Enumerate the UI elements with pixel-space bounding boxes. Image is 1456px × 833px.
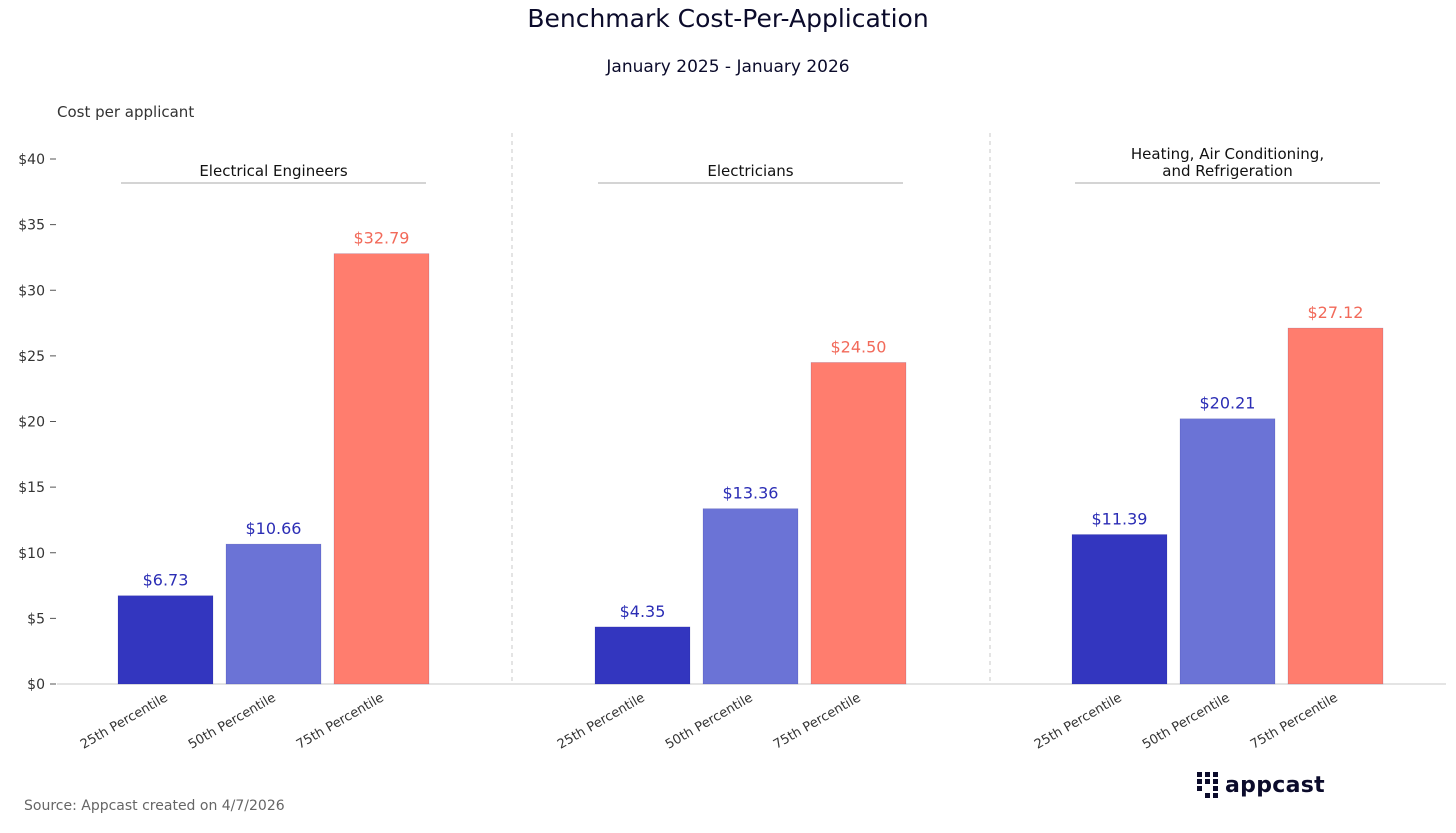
data-label: $24.50 <box>831 337 887 356</box>
group-title: Electricians <box>707 162 793 180</box>
y-tick-label: $30 <box>18 283 45 299</box>
y-axis-label: Cost per applicant <box>57 103 195 121</box>
bar <box>333 253 430 685</box>
y-tick-label: $35 <box>18 218 45 234</box>
y-tick-label: $5 <box>27 611 45 627</box>
x-tick-label: 75th Percentile <box>1248 690 1341 752</box>
bar <box>702 508 799 685</box>
bar <box>117 595 214 685</box>
x-tick-label: 50th Percentile <box>663 690 756 752</box>
x-tick-label: 25th Percentile <box>555 690 648 752</box>
bar <box>594 626 691 685</box>
x-tick-label: 25th Percentile <box>78 690 171 752</box>
appcast-logo: appcast <box>1197 772 1325 798</box>
x-tick-label: 75th Percentile <box>294 690 387 752</box>
y-tick-label: $0 <box>27 677 45 693</box>
x-tick-label: 25th Percentile <box>1032 690 1125 752</box>
bar <box>1071 534 1168 685</box>
data-label: $4.35 <box>620 602 666 621</box>
logo-wordmark: appcast <box>1225 772 1325 798</box>
y-tick-label: $20 <box>18 415 45 431</box>
group-title: Electrical Engineers <box>199 162 348 180</box>
group-title: Heating, Air Conditioning, <box>1131 145 1324 163</box>
data-label: $13.36 <box>723 484 779 503</box>
data-label: $20.21 <box>1200 394 1256 413</box>
y-tick-label: $25 <box>18 349 45 365</box>
bar <box>225 543 322 685</box>
data-label: $11.39 <box>1092 510 1148 529</box>
data-label: $6.73 <box>143 571 189 590</box>
y-tick-label: $10 <box>18 546 45 562</box>
x-tick-label: 50th Percentile <box>186 690 279 752</box>
data-label: $10.66 <box>246 519 302 538</box>
y-tick-label: $40 <box>18 152 45 168</box>
data-label: $27.12 <box>1308 303 1364 322</box>
bar <box>1179 418 1276 685</box>
group-title: and Refrigeration <box>1162 162 1292 180</box>
logo-mark-icon <box>1197 772 1218 798</box>
x-tick-label: 50th Percentile <box>1140 690 1233 752</box>
data-label: $32.79 <box>354 229 410 248</box>
y-tick-label: $15 <box>18 480 45 496</box>
chart-subtitle: January 2025 - January 2026 <box>606 57 850 77</box>
source-note: Source: Appcast created on 4/7/2026 <box>24 798 285 814</box>
bar <box>1287 327 1384 685</box>
bar <box>810 362 907 685</box>
chart-title: Benchmark Cost-Per-Application <box>527 4 929 33</box>
x-tick-label: 75th Percentile <box>771 690 864 752</box>
